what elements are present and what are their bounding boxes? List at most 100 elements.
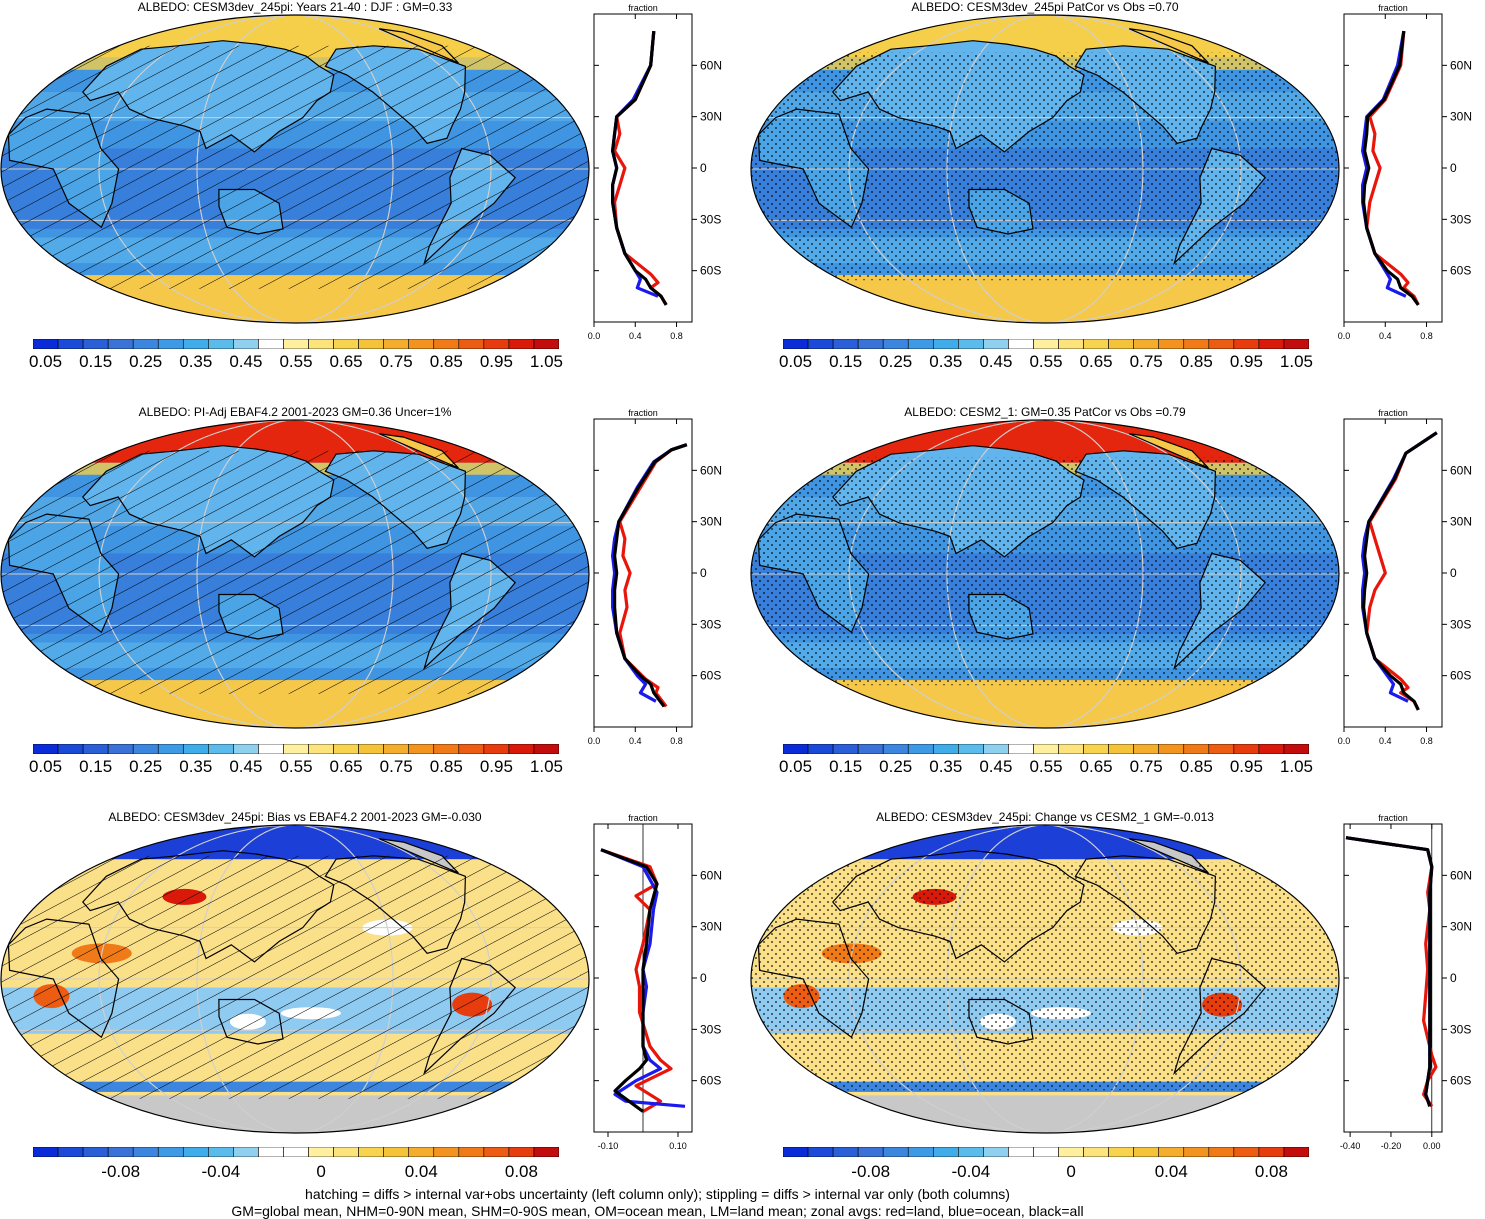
colorbar-swatch [283, 744, 309, 754]
zonal-x-tick-label: 0.4 [1379, 331, 1392, 341]
colorbar-tick-label: 0 [1066, 1162, 1076, 1181]
colorbar-tick-label: 0.35 [929, 352, 963, 371]
colorbar-swatch [983, 339, 1009, 349]
colorbar-tick-label: 0.95 [1229, 352, 1263, 371]
colorbar [783, 744, 1309, 754]
colorbar [33, 1147, 559, 1157]
colorbar-swatch [383, 1147, 410, 1157]
colorbar-swatch [182, 339, 209, 349]
colorbar-tick-label: 0.05 [28, 757, 63, 776]
colorbar-swatch [932, 339, 959, 349]
colorbar-swatch [508, 1147, 535, 1157]
colorbar-swatch [383, 744, 410, 754]
colorbar-swatch [157, 1147, 184, 1157]
colorbar-swatch [283, 1147, 309, 1157]
colorbar-swatch [233, 339, 259, 349]
zonal-mean-plot: fraction 0.0 0.4 0.8 60N 30N 0 30S 60S [588, 408, 722, 746]
colorbar-swatch [533, 1147, 559, 1157]
colorbar-swatch [1033, 339, 1059, 349]
world-map [750, 14, 1340, 324]
colorbar-swatch [157, 744, 184, 754]
colorbar-labels: 0.05 0.15 0.25 0.35 0.45 0.55 0.65 0.75 0.85 0.95… [29, 757, 563, 779]
zonal-x-tick-label: 0.0 [1338, 736, 1351, 746]
colorbar-swatch [258, 339, 284, 349]
colorbar-tick-label: 0.95 [479, 352, 513, 371]
zonal-x-tick-label: 0.8 [670, 736, 683, 746]
colorbar-tick-label: 0.15 [829, 352, 863, 371]
colorbar-tick-label: 0.25 [879, 352, 913, 371]
zonal-lat-tick-label: 60N [700, 463, 722, 477]
colorbar-tick-label: 0.05 [28, 352, 63, 371]
zonal-mean-plot: fraction -0.40 -0.20 0.00 60N 30N 0 30S 60S [1340, 813, 1472, 1151]
colorbar-swatch [907, 744, 934, 754]
colorbar-tick-label: 1.05 [529, 757, 564, 776]
colorbar-swatch [1258, 339, 1285, 349]
colorbar-tick-label: 0.85 [429, 352, 463, 371]
zonal-x-tick-label: 0.8 [670, 331, 683, 341]
colorbar-swatch [383, 339, 410, 349]
colorbar-swatch [1008, 744, 1034, 754]
map-title: ALBEDO: CESM2_1: GM=0.35 PatCor vs Obs =… [904, 405, 1186, 419]
zonal-x-tick-label: 0.8 [1420, 736, 1433, 746]
colorbar-swatch [408, 339, 435, 349]
zonal-lat-tick-label: 0 [1450, 161, 1457, 175]
colorbar-tick-label: 0.05 [778, 352, 813, 371]
colorbar-tick-label: 0.95 [479, 757, 513, 776]
colorbar-swatch [958, 1147, 984, 1157]
colorbar-labels: 0.05 0.15 0.25 0.35 0.45 0.55 0.65 0.75 0.85 0.95… [779, 352, 1313, 374]
zonal-lat-tick-label: 30N [1450, 920, 1472, 934]
zonal-land-line [613, 30, 668, 306]
colorbar-swatch [1183, 1147, 1210, 1157]
map-field [751, 15, 1339, 323]
colorbar-tick-label: 0.85 [429, 757, 463, 776]
colorbar-swatch [408, 744, 435, 754]
colorbar-tick-label: 0.55 [279, 757, 313, 776]
colorbar-swatch [1208, 744, 1235, 754]
zonal-mean-plot: fraction 0.0 0.4 0.8 60N 30N 0 30S 60S [1338, 408, 1472, 746]
colorbar-swatch [1158, 1147, 1185, 1157]
zonal-x-tick-label: 0.4 [629, 331, 642, 341]
colorbar-swatch [1033, 744, 1059, 754]
zonal-lat-tick-label: 60N [700, 868, 722, 882]
world-map [750, 419, 1340, 729]
map-field [1, 825, 589, 1133]
colorbar-swatch [1133, 1147, 1160, 1157]
zonal-lat-tick-label: 30N [1450, 110, 1472, 124]
zonal-ocean-line [1361, 431, 1438, 703]
colorbar-swatch [1233, 744, 1260, 754]
colorbar-swatch [783, 339, 809, 349]
colorbar-tick-label: 0 [316, 1162, 326, 1181]
colorbar-swatch [932, 744, 959, 754]
colorbar-swatch [208, 744, 234, 754]
colorbar-swatch [33, 339, 59, 349]
colorbar [783, 1147, 1309, 1157]
colorbar-tick-label: 0.08 [1254, 1162, 1288, 1181]
zonal-ocean-line [611, 30, 659, 298]
zonal-x-tick-label: 0.10 [669, 1141, 687, 1151]
colorbar-swatch [932, 1147, 959, 1157]
colorbar-swatch [832, 339, 859, 349]
colorbar-tick-label: 0.25 [879, 757, 913, 776]
colorbar-tick-label: 0.85 [1179, 352, 1213, 371]
zonal-lat-tick-label: 30N [1450, 515, 1472, 529]
colorbar-swatch [208, 339, 234, 349]
zonal-x-tick-label: 0.4 [629, 736, 642, 746]
zonal-all-line [1362, 30, 1420, 306]
zonal-x-tick-label: -0.10 [598, 1141, 619, 1151]
zonal-x-tick-label: -0.40 [1340, 1141, 1361, 1151]
colorbar-tick-label: 0.08 [504, 1162, 538, 1181]
colorbar-swatch [107, 744, 134, 754]
zonal-all-line [600, 848, 659, 1113]
colorbar-swatch [1058, 744, 1084, 754]
colorbar-swatch [308, 339, 334, 349]
colorbar-swatch [358, 1147, 384, 1157]
zonal-lat-tick-label: 0 [1450, 566, 1457, 580]
colorbar-swatch [57, 339, 84, 349]
world-map [0, 824, 590, 1134]
colorbar-swatch [857, 744, 884, 754]
zonal-lat-tick-label: 60S [1450, 264, 1471, 278]
zonal-mean-plot: fraction 0.0 0.4 0.8 60N 30N 0 30S 60S [588, 3, 722, 341]
colorbar-swatch [1083, 339, 1109, 349]
zonal-lat-tick-label: 60N [700, 58, 722, 72]
colorbar-swatch [1233, 339, 1260, 349]
